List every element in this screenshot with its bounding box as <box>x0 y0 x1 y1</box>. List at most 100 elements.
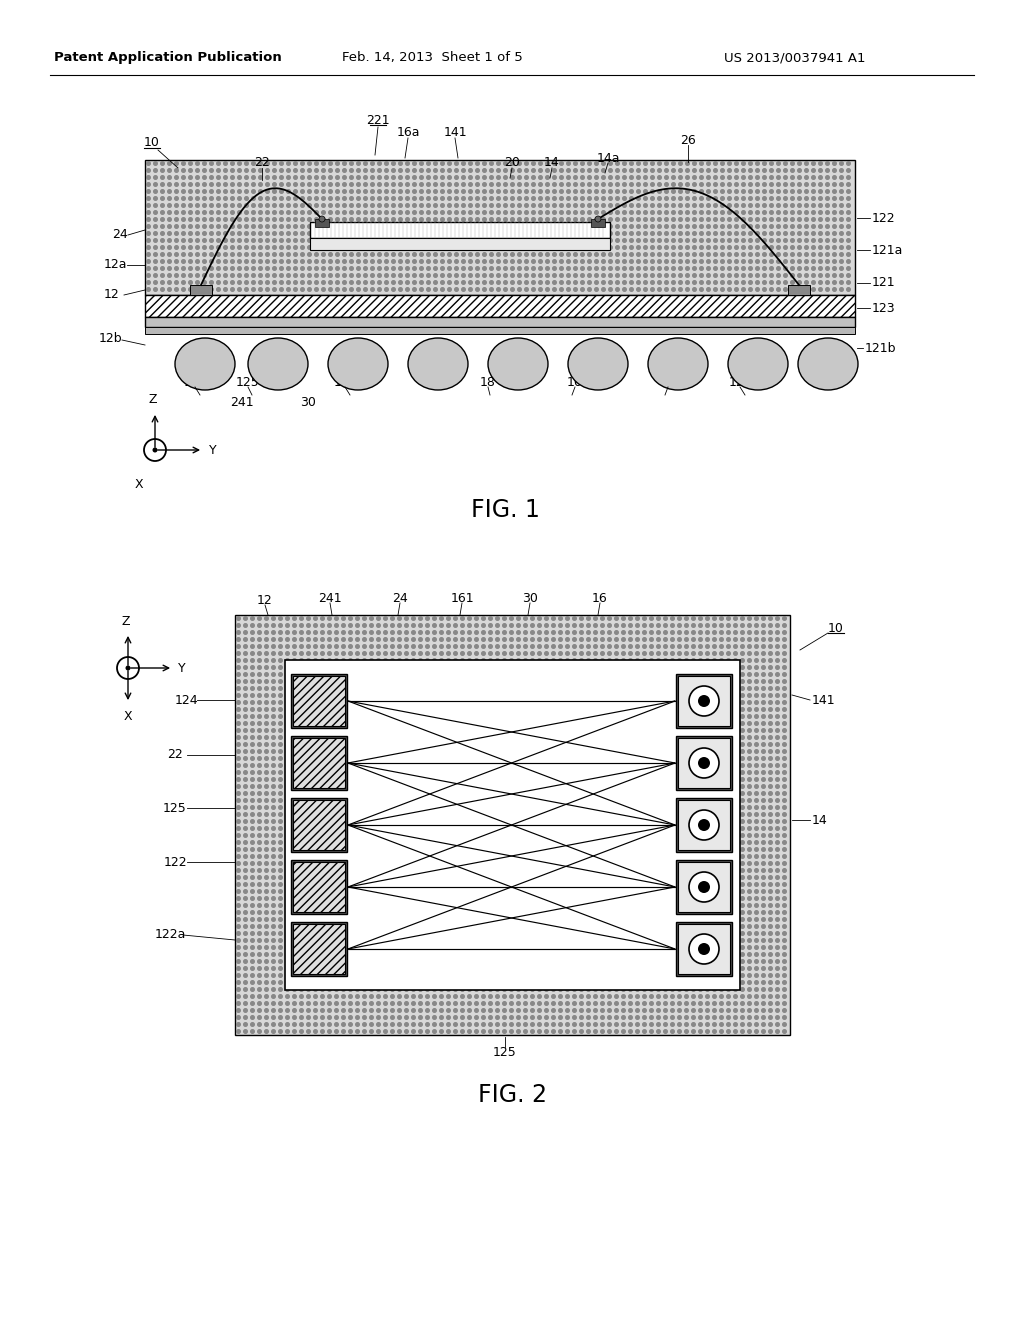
Circle shape <box>538 966 542 970</box>
Circle shape <box>762 875 765 879</box>
Circle shape <box>713 708 717 711</box>
Circle shape <box>433 1008 436 1012</box>
Circle shape <box>313 784 317 788</box>
Circle shape <box>713 756 717 760</box>
Circle shape <box>503 917 506 921</box>
Circle shape <box>488 771 493 775</box>
Circle shape <box>706 1015 710 1019</box>
Circle shape <box>607 834 611 837</box>
Circle shape <box>356 281 360 284</box>
Circle shape <box>426 665 429 669</box>
Circle shape <box>517 917 520 921</box>
Circle shape <box>698 960 702 964</box>
Circle shape <box>587 1015 590 1019</box>
Circle shape <box>420 273 423 277</box>
Circle shape <box>384 644 387 648</box>
Circle shape <box>378 224 381 228</box>
Circle shape <box>517 714 520 718</box>
Circle shape <box>447 267 452 271</box>
Circle shape <box>404 805 409 809</box>
Circle shape <box>322 252 326 256</box>
Circle shape <box>594 784 597 788</box>
Circle shape <box>307 1030 310 1034</box>
Circle shape <box>559 1002 562 1006</box>
Circle shape <box>769 847 772 851</box>
Circle shape <box>462 176 465 180</box>
Circle shape <box>602 232 605 235</box>
Circle shape <box>413 260 417 263</box>
Circle shape <box>252 273 255 277</box>
Circle shape <box>349 616 352 620</box>
Circle shape <box>776 260 780 263</box>
Circle shape <box>496 875 500 879</box>
Circle shape <box>671 841 674 845</box>
Circle shape <box>362 680 367 684</box>
Circle shape <box>434 260 437 263</box>
Circle shape <box>720 932 723 936</box>
Circle shape <box>397 665 401 669</box>
Circle shape <box>607 659 611 663</box>
Circle shape <box>720 638 723 642</box>
Circle shape <box>782 995 786 998</box>
Circle shape <box>385 211 388 214</box>
Circle shape <box>335 820 338 824</box>
Circle shape <box>791 211 795 214</box>
Circle shape <box>258 875 261 879</box>
Circle shape <box>264 841 268 845</box>
Circle shape <box>622 805 626 809</box>
Circle shape <box>482 218 486 222</box>
Circle shape <box>468 932 471 936</box>
Circle shape <box>607 750 611 754</box>
Circle shape <box>384 735 387 739</box>
Circle shape <box>293 722 296 725</box>
Circle shape <box>601 847 604 851</box>
Circle shape <box>713 939 717 942</box>
Circle shape <box>404 939 409 942</box>
Circle shape <box>322 218 326 222</box>
Circle shape <box>314 252 318 256</box>
Circle shape <box>565 756 569 760</box>
Circle shape <box>434 182 437 186</box>
Circle shape <box>503 995 506 998</box>
Circle shape <box>286 981 290 985</box>
Circle shape <box>756 176 760 180</box>
Circle shape <box>335 777 338 781</box>
Circle shape <box>301 190 304 193</box>
Circle shape <box>741 239 745 243</box>
Bar <box>293 924 345 974</box>
Circle shape <box>672 203 675 207</box>
Circle shape <box>154 239 158 243</box>
Circle shape <box>419 911 422 915</box>
Circle shape <box>265 288 269 292</box>
Circle shape <box>720 756 723 760</box>
Circle shape <box>404 875 409 879</box>
Circle shape <box>762 694 765 697</box>
Circle shape <box>643 756 646 760</box>
Circle shape <box>791 260 795 263</box>
Circle shape <box>468 1008 471 1012</box>
Circle shape <box>707 211 711 214</box>
Circle shape <box>469 246 472 249</box>
Circle shape <box>271 735 275 739</box>
Circle shape <box>691 729 695 733</box>
Circle shape <box>601 995 604 998</box>
Circle shape <box>524 246 528 249</box>
Circle shape <box>587 855 590 858</box>
Circle shape <box>748 953 752 956</box>
Circle shape <box>776 883 779 886</box>
Circle shape <box>404 638 409 642</box>
Circle shape <box>523 1015 527 1019</box>
Circle shape <box>397 743 401 746</box>
Bar <box>291 921 347 975</box>
Circle shape <box>607 875 611 879</box>
Circle shape <box>175 182 178 186</box>
Circle shape <box>461 987 464 991</box>
Circle shape <box>446 792 451 795</box>
Circle shape <box>748 960 752 964</box>
Circle shape <box>287 162 290 165</box>
Circle shape <box>496 799 500 803</box>
Circle shape <box>154 252 158 256</box>
Circle shape <box>728 169 731 173</box>
Circle shape <box>188 203 193 207</box>
Circle shape <box>342 841 345 845</box>
